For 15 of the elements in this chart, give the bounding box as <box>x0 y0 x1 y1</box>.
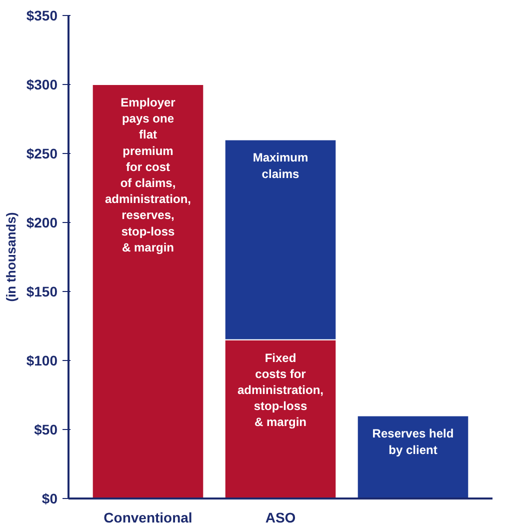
y-tick-label: $300 <box>26 76 58 92</box>
series-label: Maximum claims <box>252 150 308 181</box>
series-label: Reserves held by client <box>372 426 454 457</box>
y-tick-label: $200 <box>26 214 58 230</box>
x-tick-label: Conventional <box>104 510 192 526</box>
y-tick-label: $50 <box>34 422 58 438</box>
y-tick-label: $100 <box>26 352 58 368</box>
y-axis-title: (in thousands) <box>3 212 18 302</box>
y-tick-label: $250 <box>26 146 58 162</box>
x-tick-label: ASO <box>265 510 296 526</box>
series-label: Fixed costs for administration, stop-loss & margin <box>237 350 324 430</box>
text: Employer pays one flat premium for cost of claims, administration, reserves, stop-loss & margin <box>104 96 192 254</box>
y-tick-label: $0 <box>42 490 58 506</box>
y-tick-label: $350 <box>26 8 58 24</box>
y-tick-label: $150 <box>26 284 58 300</box>
